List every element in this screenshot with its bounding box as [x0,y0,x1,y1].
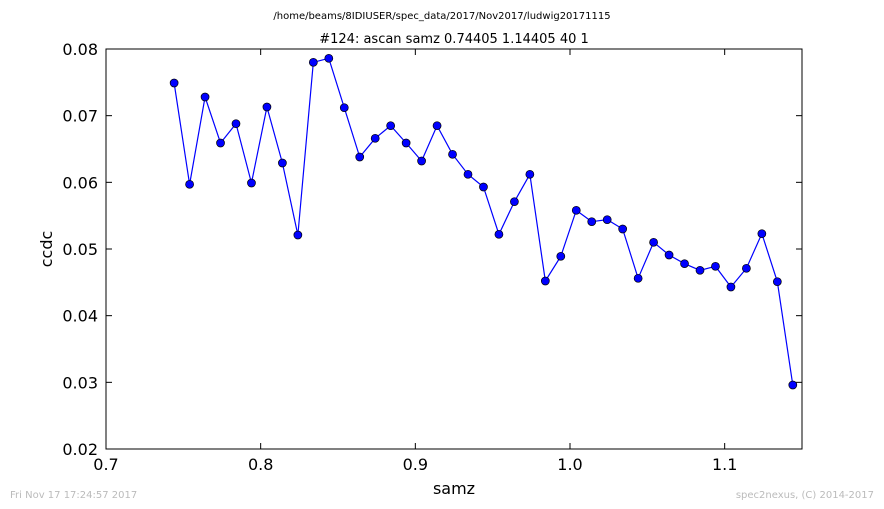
data-point [618,224,628,234]
data-point [339,103,349,113]
data-series [169,53,798,390]
data-point [649,237,658,247]
x-tick-label: 1.0 [557,455,582,474]
footer-credit: spec2nexus, (C) 2014-2017 [736,490,874,501]
data-point [742,263,751,273]
data-point [386,121,396,131]
y-axis: 0.02 0.03 0.04 0.05 0.06 0.07 0.08 [62,40,802,459]
data-point [680,259,689,269]
data-point [540,276,550,286]
data-point [772,277,782,287]
data-point [510,197,519,207]
data-point [556,251,566,261]
chart-title: #124: ascan samz 0.74405 1.14405 40 1 [319,32,589,47]
data-point [602,215,612,225]
data-point [448,149,457,159]
x-tick-label: 0.9 [403,455,428,474]
data-point [355,152,365,162]
y-tick-label: 0.03 [62,373,98,392]
data-point [711,261,720,271]
data-point [788,380,798,390]
data-point [200,92,210,102]
data-point [401,138,411,148]
data-point [587,217,597,227]
data-point [247,178,256,188]
data-point [695,265,705,275]
data-point [169,78,179,88]
data-point [633,273,643,283]
data-point [278,158,287,168]
data-point [308,57,318,67]
data-point [479,182,488,192]
y-tick-label: 0.08 [62,40,98,59]
data-point [370,133,380,143]
data-point [216,138,225,148]
x-tick-label: 0.8 [248,455,273,474]
data-point [726,282,736,292]
y-tick-label: 0.02 [62,440,98,459]
data-point [324,53,334,63]
y-tick-label: 0.06 [62,173,98,192]
footer-timestamp: Fri Nov 17 17:24:57 2017 [10,490,137,501]
data-point [525,169,535,179]
data-point [185,179,194,189]
data-point [432,121,442,131]
data-point [664,250,674,260]
x-tick-label: 1.1 [712,455,737,474]
data-point [231,119,241,129]
data-point [494,229,504,239]
data-point [757,229,767,239]
y-axis-label: ccdc [37,231,56,268]
data-point [417,156,426,166]
plot-area [105,48,803,450]
data-point [463,169,473,179]
data-point [293,230,303,240]
data-point [571,205,581,215]
file-path: /home/beams/8IDIUSER/spec_data/2017/Nov2… [273,11,610,22]
y-tick-label: 0.04 [62,307,98,326]
y-tick-label: 0.07 [62,107,98,126]
y-tick-label: 0.05 [62,240,98,259]
x-tick-label: 0.7 [93,455,118,474]
x-axis-label: samz [433,479,475,498]
x-axis: 0.7 0.8 0.9 1.0 1.1 [93,49,737,474]
data-point [262,102,272,112]
